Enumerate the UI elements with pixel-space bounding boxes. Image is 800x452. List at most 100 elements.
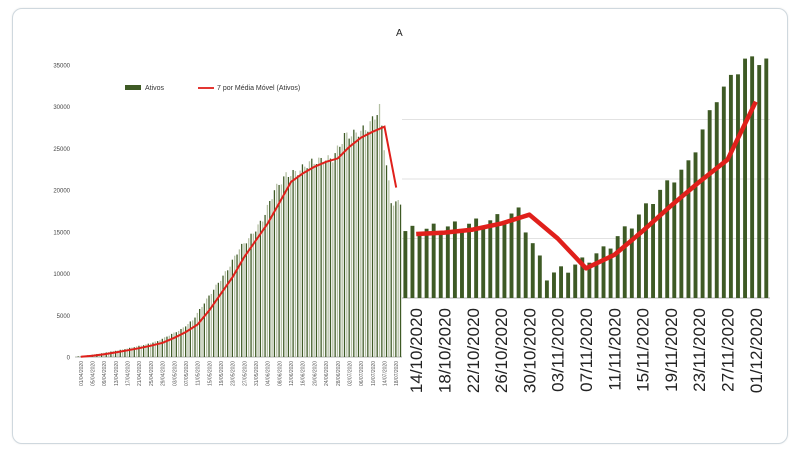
bar-1-125 — [367, 131, 369, 357]
chart-ativos-abr-jul: 0 5000 10000 15000 20000 25000 30000 35000 01/04… — [30, 40, 410, 445]
bar-2-36 — [658, 189, 663, 298]
bar-2-8 — [460, 229, 464, 298]
bar-2-23 — [566, 272, 571, 298]
overlap-marker: A — [396, 28, 403, 39]
y-tick-label-1-5: 25000 — [53, 147, 70, 153]
x-tick-label-1-17: 08/06/2020 — [277, 361, 283, 386]
bar-2-27 — [594, 253, 599, 298]
bar-2-51 — [764, 58, 769, 298]
bar-1-33 — [152, 342, 154, 357]
bar-1-58 — [210, 293, 212, 357]
bar-2-50 — [757, 65, 762, 298]
bar-2-9 — [467, 223, 471, 298]
bar-2-7 — [452, 221, 457, 298]
moving-average-line-2 — [416, 100, 758, 271]
bar-1-74 — [248, 238, 250, 357]
bar-1-93 — [292, 169, 294, 357]
bar-1-106 — [322, 163, 325, 357]
x-tick-label-1-26: 14/07/2020 — [382, 361, 388, 386]
bar-2-15 — [509, 213, 514, 298]
bar-1-43 — [175, 332, 177, 357]
bar-1-49 — [189, 321, 191, 357]
x-tick-label-1-13: 23/05/2020 — [231, 361, 237, 386]
bar-1-89 — [283, 176, 285, 357]
bar-1-17 — [114, 350, 117, 357]
y-tick-label-1-1: 5000 — [57, 314, 71, 320]
bar-1-20 — [121, 349, 124, 357]
bar-1-40 — [168, 335, 170, 357]
bar-1-60 — [215, 284, 217, 357]
bar-2-45 — [721, 86, 726, 298]
bar-1-120 — [355, 132, 357, 357]
bar-1-26 — [135, 346, 138, 357]
x-tick-label-1-19: 16/06/2020 — [301, 361, 307, 386]
bar-2-38 — [672, 182, 677, 298]
bar-1-75 — [250, 233, 252, 357]
bar-1-91 — [287, 176, 290, 357]
bar-2-14 — [502, 220, 507, 298]
bar-1-65 — [227, 270, 229, 357]
x-tick-label-1-25: 10/07/2020 — [371, 361, 377, 386]
bar-1-138 — [397, 200, 399, 357]
bar-1-114 — [341, 144, 343, 357]
bar-1-54 — [201, 306, 203, 357]
bar-1-66 — [229, 266, 231, 357]
bar-1-96 — [299, 170, 301, 357]
bar-1-121 — [357, 136, 360, 357]
bar-1-16 — [112, 351, 114, 357]
bar-1-72 — [243, 243, 245, 357]
x-tick-label-1-11: 15/05/2020 — [207, 361, 213, 386]
y-tick-label-1-3: 15000 — [53, 230, 70, 236]
bar-1-29 — [142, 345, 145, 357]
bar-1-37 — [161, 338, 163, 357]
bar-1-36 — [159, 340, 161, 357]
x-tick-label-2-3: 26/10/2020 — [492, 308, 511, 393]
bar-1-51 — [194, 317, 196, 357]
x-tick-label-2-0: 14/10/2020 — [407, 308, 426, 393]
bar-1-108 — [327, 155, 329, 357]
bar-2-43 — [707, 110, 712, 299]
x-tick-label-1-2: 09/04/2020 — [102, 361, 108, 386]
bar-1-80 — [262, 221, 264, 357]
bar-1-107 — [325, 160, 327, 357]
bar-2-49 — [750, 56, 755, 298]
legend-label-moving-average: 7 por Média Móvel (Ativos) — [217, 85, 300, 92]
x-tick-label-2-10: 23/11/2020 — [690, 308, 709, 392]
bar-2-31 — [622, 226, 627, 298]
bar-2-28 — [601, 246, 606, 298]
bar-2-48 — [743, 58, 747, 298]
bar-1-42 — [173, 332, 175, 357]
bar-1-137 — [395, 201, 397, 357]
bar-1-21 — [124, 349, 126, 357]
bar-1-136 — [392, 205, 395, 357]
bar-1-101 — [311, 158, 313, 357]
bar-1-82 — [266, 204, 269, 357]
bar-1-85 — [273, 190, 276, 357]
bar-1-134 — [388, 180, 390, 357]
bar-1-14 — [107, 352, 110, 357]
bar-2-3 — [424, 228, 429, 298]
bar-1-116 — [346, 132, 348, 357]
bar-1-27 — [138, 345, 140, 357]
bar-1-128 — [374, 119, 376, 358]
x-tick-label-2-2: 22/10/2020 — [464, 308, 483, 393]
y-tick-label-1-7: 35000 — [53, 64, 70, 70]
x-tick-label-2-12: 01/12/2020 — [747, 308, 766, 393]
bar-2-16 — [516, 207, 521, 298]
bar-1-98 — [304, 166, 306, 357]
bar-1-30 — [145, 344, 147, 357]
bar-1-47 — [185, 326, 187, 357]
y-tick-label-1-4: 20000 — [53, 189, 70, 195]
bar-1-112 — [336, 145, 339, 357]
bar-1-104 — [318, 157, 320, 357]
x-tick-label-1-27: 18/07/2020 — [394, 361, 400, 386]
bar-2-10 — [474, 218, 479, 298]
bar-1-38 — [163, 337, 166, 357]
legend-label-ativos: Ativos — [145, 85, 165, 92]
bar-1-122 — [360, 130, 362, 357]
x-tick-label-1-14: 27/05/2020 — [242, 361, 248, 386]
bar-1-119 — [353, 129, 355, 357]
bar-1-135 — [390, 203, 392, 357]
bar-1-52 — [196, 312, 198, 357]
bar-1-2 — [79, 356, 82, 357]
